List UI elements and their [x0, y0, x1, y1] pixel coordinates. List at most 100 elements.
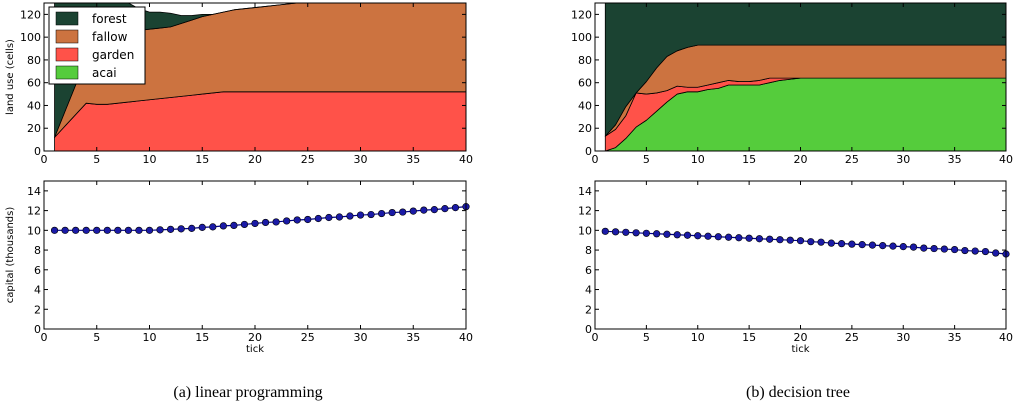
- legend-label-forest: forest: [92, 12, 127, 26]
- x-tick-label: 10: [143, 331, 157, 344]
- x-tick-label: 15: [742, 331, 756, 344]
- x-tick-label: 30: [354, 331, 368, 344]
- capital-point: [724, 233, 733, 241]
- capital-point: [240, 220, 249, 229]
- y-tick-label: 20: [27, 122, 41, 135]
- capital-point: [409, 207, 417, 215]
- capital-point: [940, 245, 948, 253]
- y-tick-label: 100: [571, 31, 592, 44]
- x-tick-label: 20: [248, 153, 262, 166]
- y-tick-label: 40: [27, 99, 41, 112]
- x-tick-label: 20: [248, 331, 262, 344]
- x-tick-label: 25: [301, 153, 315, 166]
- y-tick-label: 8: [34, 244, 41, 257]
- x-tick-label: 25: [845, 331, 859, 344]
- capital-point: [283, 217, 291, 225]
- axis-ticks: 0 5 10 15 20 25 30 35 40 0 2 4 6 8 10 12 14: [27, 181, 473, 344]
- y-tick-label: 2: [34, 303, 41, 316]
- capital-point: [642, 229, 650, 237]
- capital-point: [167, 225, 175, 233]
- capital-point: [72, 226, 80, 234]
- capital-point: [177, 225, 185, 233]
- capital-point: [879, 242, 887, 250]
- y-tick-label: 10: [27, 224, 41, 237]
- capital-chart-linear-programming: 0 5 10 15 20 25 30 35 40 0 2 4 6 8 10 12 14 capital (tho…: [5, 180, 473, 355]
- x-tick-label: 35: [948, 331, 962, 344]
- capital-point: [367, 210, 375, 219]
- capital-point: [776, 236, 784, 244]
- x-tick-label: 30: [354, 153, 368, 166]
- capital-point: [325, 213, 333, 222]
- capital-point: [145, 226, 154, 234]
- capital-point: [663, 230, 671, 238]
- x-tick-label: 40: [999, 153, 1013, 166]
- capital-point: [230, 221, 238, 229]
- x-tick-label: 5: [643, 153, 650, 166]
- x-tick-label: 15: [195, 331, 209, 344]
- capital-point: [796, 237, 805, 245]
- x-tick-label: 25: [845, 153, 859, 166]
- y-tick-label: 14: [27, 185, 41, 198]
- capital-point: [61, 226, 69, 234]
- x-tick-label: 0: [41, 331, 48, 344]
- y-axis-label: land use (cells): [5, 39, 16, 115]
- capital-point: [114, 226, 122, 234]
- capital-point: [261, 218, 270, 227]
- x-tick-label: 35: [406, 153, 420, 166]
- y-tick-label: 80: [27, 54, 41, 67]
- x-tick-label: 5: [643, 331, 650, 344]
- capital-point: [817, 238, 825, 246]
- y-tick-label: 0: [585, 323, 592, 336]
- capital-point: [388, 208, 396, 217]
- x-tick-label: 10: [691, 153, 705, 166]
- capital-point: [704, 232, 712, 240]
- y-tick-label: 100: [20, 31, 41, 44]
- capital-point: [971, 247, 979, 255]
- capital-point: [135, 226, 143, 234]
- legend: forest fallow garden acai: [48, 6, 146, 85]
- x-tick-label: 35: [406, 331, 420, 344]
- capital-point: [103, 226, 111, 234]
- legend-label-fallow: fallow: [92, 30, 128, 44]
- capital-point: [451, 204, 460, 212]
- capital-point: [430, 206, 438, 214]
- capital-point: [930, 244, 938, 253]
- capital-point: [82, 226, 90, 234]
- capital-point: [899, 243, 907, 251]
- x-tick-label: 25: [301, 331, 315, 344]
- capital-point: [611, 228, 620, 236]
- capital-line: [605, 230, 1007, 255]
- x-tick-label: 5: [93, 331, 100, 344]
- x-tick-label: 30: [896, 153, 910, 166]
- capital-point: [304, 215, 312, 224]
- land-use-chart-linear-programming: 0 5 10 15 20 25 30 35 40 0 20 40 60 80 100 120 land use…: [5, 2, 473, 166]
- capital-point: [378, 209, 386, 218]
- axis-ticks: 0 5 10 15 20 25 30 35 40 0 2 4 6 8 10 12 14: [578, 181, 1013, 344]
- capital-point: [293, 216, 301, 224]
- x-tick-label: 40: [459, 153, 473, 166]
- x-tick-label: 0: [592, 153, 599, 166]
- land-use-chart-decision-tree: 0 5 10 15 20 25 30 35 40 0 20 40 60 80 100 120: [571, 2, 1013, 166]
- capital-point: [745, 234, 753, 242]
- y-tick-label: 2: [585, 303, 592, 316]
- legend-label-acai: acai: [92, 66, 117, 80]
- y-tick-label: 120: [20, 8, 41, 21]
- capital-point: [209, 223, 217, 231]
- y-tick-label: 4: [585, 284, 592, 297]
- capital-point: [50, 226, 59, 234]
- plot-frame: [594, 180, 1007, 330]
- capital-point: [673, 231, 681, 239]
- x-axis-label: tick: [246, 344, 264, 355]
- x-tick-label: 35: [948, 153, 962, 166]
- y-tick-label: 12: [27, 205, 41, 218]
- caption-linear-programming: (a) linear programming: [173, 384, 322, 401]
- capital-point: [632, 229, 640, 237]
- y-tick-label: 6: [585, 264, 592, 277]
- y-tick-label: 8: [585, 244, 592, 257]
- capital-point: [683, 231, 692, 239]
- x-tick-label: 10: [143, 153, 157, 166]
- x-tick-label: 40: [999, 331, 1013, 344]
- capital-point: [961, 246, 969, 255]
- capital-point: [992, 249, 1000, 257]
